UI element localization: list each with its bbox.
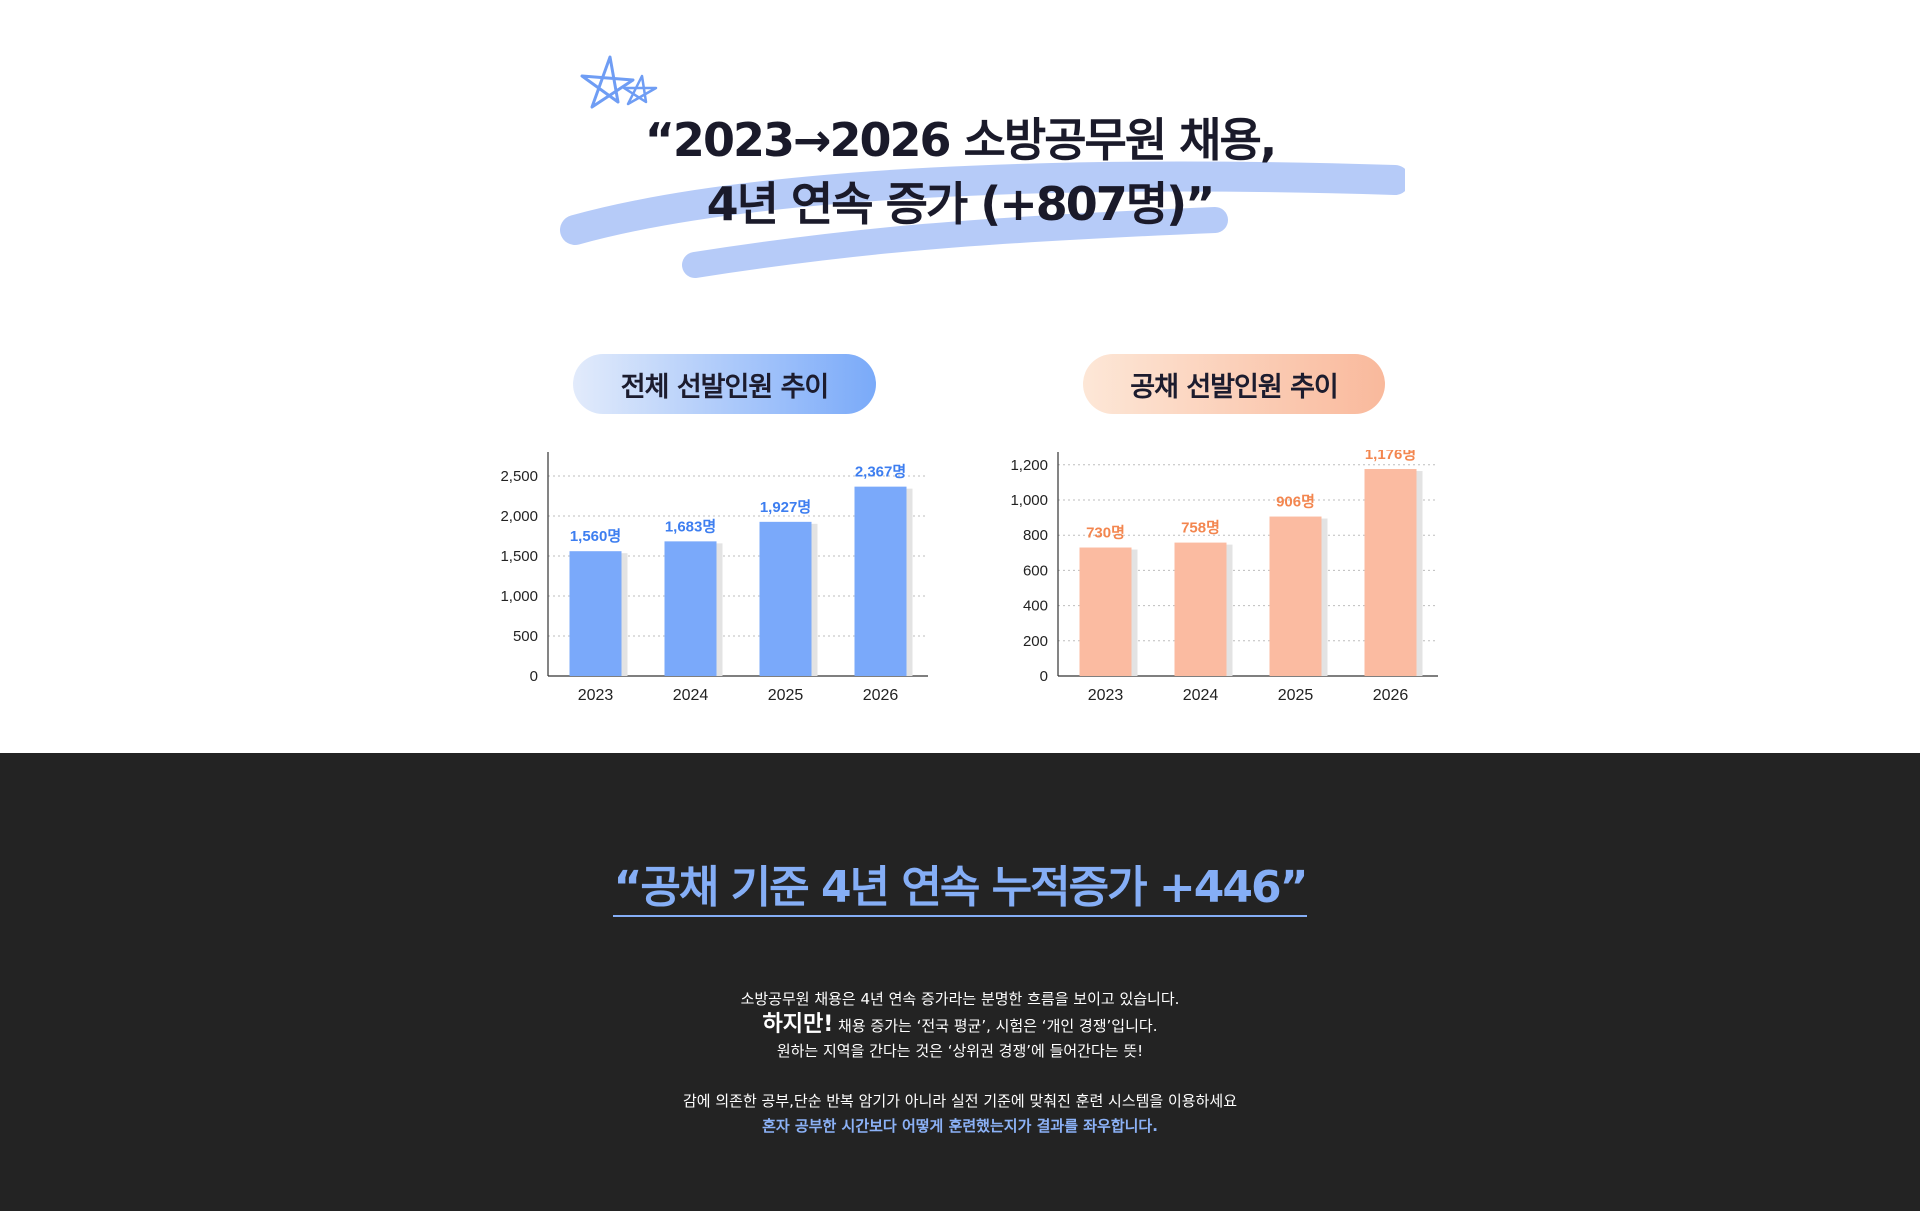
y-tick-label: 2,500 [500,468,538,485]
y-tick-label: 0 [1040,668,1048,685]
x-tick-label: 2023 [578,687,614,704]
x-tick-label: 2025 [768,687,804,704]
summary-quote: “공채 기준 4년 연속 누적증가 +446” [560,858,1360,918]
y-tick-label: 1,000 [1010,492,1048,509]
bar [1079,547,1132,676]
bar [759,521,812,676]
total-trend-title-pill: 전체 선발인원 추이 [573,354,876,414]
y-tick-label: 2,000 [500,508,538,525]
summary-line-2-rest: 채용 증가는 ‘전국 평균’, 시험은 ‘개인 경쟁’입니다. [833,1017,1158,1035]
bar [854,486,907,676]
bar-value-label: 906명 [1276,493,1315,511]
headline-line-1: “2023→2026 소방공무원 채용, [644,113,1278,167]
x-tick-label: 2025 [1278,687,1314,704]
x-tick-label: 2024 [673,687,709,704]
bar-value-label: 2,367명 [855,463,906,481]
page-headline: “2023→2026 소방공무원 채용, 4년 연속 증가 (+807명)” [560,108,1360,236]
intro-section: “2023→2026 소방공무원 채용, 4년 연속 증가 (+807명)” 전… [500,55,1438,704]
y-tick-label: 500 [513,628,538,645]
summary-line-3: 원하는 지역을 간다는 것은 ‘상위권 경쟁’에 들어간다는 뜻! [776,1042,1144,1060]
bar [664,541,717,676]
x-tick-label: 2024 [1183,687,1219,704]
star-doodle-icon [580,55,658,109]
open-recruit-bar-chart: 0 200 400 600 800 1,000 1,200 730명 2023 758명 2024 9… [1010,450,1438,704]
x-tick-label: 2023 [1088,687,1124,704]
bar-value-label: 1,176명 [1365,450,1416,463]
headline-line-2: 4년 연속 증가 (+807명)” [706,177,1216,231]
y-tick-label: 0 [530,668,538,685]
bar-value-label: 730명 [1086,524,1125,542]
y-tick-label: 600 [1023,562,1048,579]
bar-value-label: 758명 [1181,519,1220,537]
bar [1364,469,1417,676]
total-selection-bar-chart: 0 500 1,000 1,500 2,000 2,500 1,560명 2023 1,683명… [500,452,928,704]
y-tick-label: 1,000 [500,588,538,605]
y-tick-label: 400 [1023,598,1048,615]
summary-line-4: 감에 의존한 공부,단순 반복 암기가 아니라 실전 기준에 맞춰진 훈련 시스… [682,1092,1238,1110]
summary-section [0,753,1920,1211]
summary-line-1: 소방공무원 채용은 4년 연속 증가라는 분명한 흐름을 보이고 있습니다. [740,990,1180,1008]
summary-body: 소방공무원 채용은 4년 연속 증가라는 분명한 흐름을 보이고 있습니다. 하… [560,987,1360,1139]
bar-value-label: 1,560명 [570,527,621,545]
x-tick-label: 2026 [863,687,899,704]
bar-value-label: 1,683명 [665,517,716,535]
bar [569,551,622,676]
bar [1269,516,1322,676]
y-tick-label: 1,200 [1010,457,1048,474]
bar-value-label: 1,927명 [760,498,811,516]
bar [1174,542,1227,676]
y-tick-label: 200 [1023,633,1048,650]
y-tick-label: 800 [1023,527,1048,544]
x-tick-label: 2026 [1373,687,1409,704]
summary-line-2: 하지만! 채용 증가는 ‘전국 평균’, 시험은 ‘개인 경쟁’입니다. [560,1012,1360,1039]
summary-spacer [560,1064,1360,1089]
summary-emphasis: 하지만! [762,1012,834,1037]
y-tick-label: 1,500 [500,548,538,565]
open-recruit-trend-title-pill: 공채 선발인원 추이 [1083,354,1385,414]
brush-stroke-decoration [560,161,1405,278]
summary-line-5: 혼자 공부한 시간보다 어떻게 훈련했는지가 결과를 좌우합니다. [762,1117,1158,1135]
summary-quote-text: “공채 기준 4년 연속 누적증가 +446” [613,862,1309,917]
